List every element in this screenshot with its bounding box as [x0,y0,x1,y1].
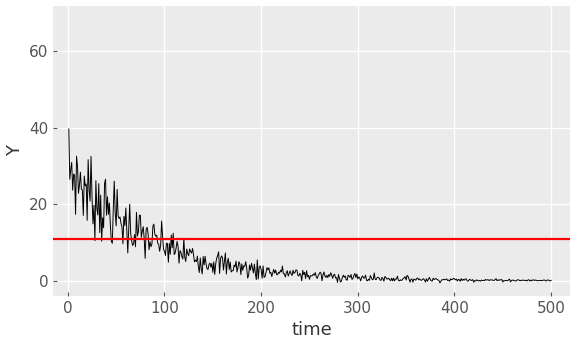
Y-axis label: Y: Y [6,145,24,156]
X-axis label: time: time [291,322,332,339]
